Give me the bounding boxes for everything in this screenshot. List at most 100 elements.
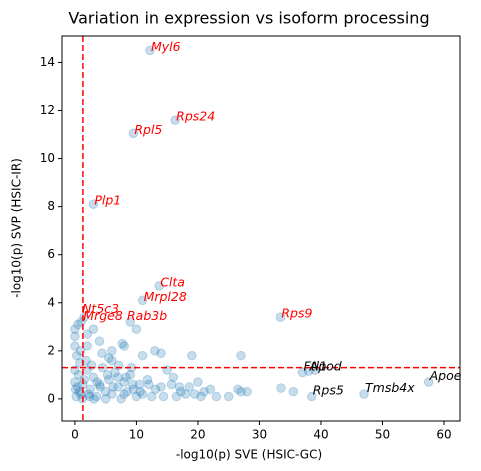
point [95,382,105,392]
point [88,199,99,210]
point [127,379,138,390]
annotation: Myl6 [151,39,181,54]
point [131,391,142,402]
point [199,386,209,397]
annotation: Nt5c3 [82,301,119,316]
y-tick-label: 10 [40,151,55,165]
point [117,338,128,349]
point [100,386,111,397]
point [83,389,94,399]
point [85,384,96,395]
x-axis-label: -log10(p) SVE (HSIC-GC) [176,448,322,462]
x-tick-label: 10 [129,428,144,442]
point [275,312,286,322]
point [147,391,157,402]
annotation: Ftl1 [304,359,328,374]
x-tick-label: 20 [190,428,205,442]
annotation: Rpl5 [134,122,162,137]
y-tick-label: 12 [40,103,55,117]
point [128,384,139,395]
point [156,348,166,359]
point [119,341,129,351]
point [94,336,105,347]
point [154,281,164,291]
point [205,384,216,395]
point [211,391,222,402]
point [137,295,148,306]
point [108,382,118,392]
point [193,377,203,387]
point [72,382,83,392]
point [166,379,177,390]
point [131,324,142,334]
point [128,128,139,139]
point [196,391,206,402]
point [107,389,117,399]
y-tick-label: 0 [47,391,55,405]
point [297,367,308,378]
annotation: Rps24 [176,109,215,124]
point [79,312,89,322]
point [171,391,182,402]
point [125,317,136,327]
annotation: Tmsb4x [365,380,415,395]
point [88,372,99,383]
point [306,391,317,402]
point [88,324,99,334]
point [70,324,80,334]
annotation: Apod [309,359,342,374]
point [81,355,91,366]
point [175,386,186,397]
point [190,389,200,399]
point [236,386,246,397]
point [168,372,179,383]
point [110,367,120,378]
annotation: Clta [160,274,185,289]
point [70,377,80,387]
point [94,379,105,390]
point [84,391,95,402]
point [71,350,82,361]
point [142,374,153,385]
point [103,374,114,385]
point [236,350,246,361]
point [137,389,148,399]
point [100,394,111,404]
point [150,384,161,395]
annotation: Rab3b [127,308,167,323]
point [288,386,299,397]
x-tick-label: 50 [375,428,390,442]
point [70,331,80,342]
x-tick-label: 40 [313,428,328,442]
point [119,389,129,399]
point [122,386,133,397]
point [135,386,145,397]
point [91,391,102,402]
point [125,370,136,380]
point [107,346,117,356]
annotation: Mrge8 [83,308,123,323]
x-tick-label: 60 [436,428,451,442]
point [156,382,166,392]
point [71,391,81,402]
point [70,341,80,351]
annotation: Rps9 [281,306,312,321]
y-tick-label: 4 [47,295,55,309]
y-tick-label: 14 [40,55,55,69]
point [180,389,191,399]
point [242,386,252,397]
point [113,382,123,392]
point [174,382,185,392]
point [119,377,129,387]
point [89,394,99,404]
annotation: Apoe [429,368,462,383]
point [423,377,434,387]
y-tick-label: 8 [47,199,55,213]
point [233,384,243,395]
point [359,389,369,399]
point [170,115,180,125]
point [121,372,131,383]
point [113,372,123,383]
point [137,350,148,361]
annotation: Rps5 [313,383,344,398]
